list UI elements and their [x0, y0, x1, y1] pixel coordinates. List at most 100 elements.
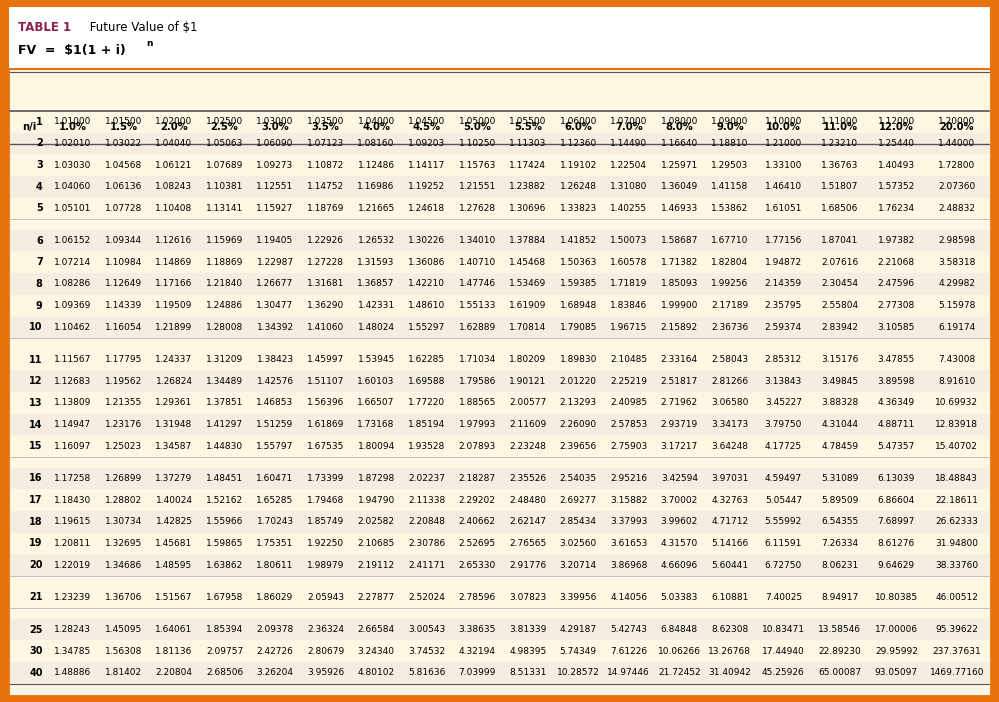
Text: 1.46853: 1.46853 [257, 399, 294, 407]
Text: 3.70002: 3.70002 [660, 496, 698, 505]
Text: 10.0%: 10.0% [766, 122, 801, 133]
Text: 1.53945: 1.53945 [358, 355, 395, 364]
Text: 7.0%: 7.0% [615, 122, 642, 133]
Text: 1.09344: 1.09344 [105, 236, 142, 245]
Text: 1.45997: 1.45997 [307, 355, 345, 364]
Text: 1.60103: 1.60103 [358, 377, 395, 385]
Text: 1.18869: 1.18869 [206, 258, 243, 267]
Text: 2.20848: 2.20848 [409, 517, 446, 526]
Text: 1.48451: 1.48451 [206, 474, 243, 483]
Text: 2.41171: 2.41171 [409, 561, 446, 569]
Bar [10, 154, 989, 176]
Bar [10, 176, 989, 197]
Text: 1.48595: 1.48595 [156, 561, 193, 569]
Text: 2.23248: 2.23248 [509, 442, 546, 451]
Text: 2.47596: 2.47596 [878, 279, 915, 289]
Text: 1.28008: 1.28008 [206, 323, 243, 332]
Text: 1.37851: 1.37851 [206, 399, 243, 407]
Text: 7: 7 [36, 258, 43, 267]
Text: 1.59385: 1.59385 [559, 279, 597, 289]
Text: 1.36290: 1.36290 [307, 301, 345, 310]
Text: 5.74349: 5.74349 [559, 647, 596, 656]
Text: 1.37884: 1.37884 [509, 236, 546, 245]
Text: 1.04568: 1.04568 [105, 161, 142, 170]
Text: 2.48480: 2.48480 [509, 496, 546, 505]
Text: 3.47855: 3.47855 [878, 355, 915, 364]
Text: 1.40493: 1.40493 [878, 161, 915, 170]
Text: 1.31593: 1.31593 [358, 258, 395, 267]
Text: 1.66507: 1.66507 [358, 399, 395, 407]
Text: 6.54355: 6.54355 [821, 517, 858, 526]
Text: 1.50363: 1.50363 [559, 258, 597, 267]
Text: 1.23882: 1.23882 [509, 183, 546, 191]
Bar [10, 640, 989, 662]
Text: 5.60441: 5.60441 [711, 561, 748, 569]
Text: 1.25971: 1.25971 [660, 161, 698, 170]
Text: 1.50073: 1.50073 [610, 236, 647, 245]
Text: 1.80209: 1.80209 [509, 355, 546, 364]
Text: 4.29982: 4.29982 [938, 279, 975, 289]
Text: 1.15763: 1.15763 [459, 161, 496, 170]
Text: 5.89509: 5.89509 [821, 496, 858, 505]
Text: 2.02237: 2.02237 [409, 474, 446, 483]
Text: 8.61276: 8.61276 [878, 539, 915, 548]
Text: 1.36857: 1.36857 [358, 279, 395, 289]
Text: 1.17424: 1.17424 [509, 161, 546, 170]
Text: 6.11591: 6.11591 [764, 539, 802, 548]
Text: 1.81136: 1.81136 [155, 647, 193, 656]
Text: 1.23210: 1.23210 [821, 139, 858, 148]
Text: 1.75351: 1.75351 [257, 539, 294, 548]
Text: 1.34785: 1.34785 [54, 647, 92, 656]
Text: 7.40025: 7.40025 [765, 593, 802, 602]
Text: 1.30734: 1.30734 [105, 517, 142, 526]
Text: 1.79468: 1.79468 [307, 496, 345, 505]
Text: 12.83918: 12.83918 [935, 420, 978, 429]
Text: 1.46933: 1.46933 [660, 204, 698, 213]
Bar [10, 533, 989, 555]
Text: 11: 11 [29, 355, 43, 364]
Text: 12: 12 [29, 376, 43, 386]
Text: 2.15892: 2.15892 [660, 323, 698, 332]
Text: 1.01500: 1.01500 [105, 117, 142, 126]
Text: 3.49845: 3.49845 [821, 377, 858, 385]
Text: 1.14117: 1.14117 [408, 161, 446, 170]
Text: 1.73168: 1.73168 [358, 420, 395, 429]
Text: 4.5%: 4.5% [413, 122, 441, 133]
Text: 15.40702: 15.40702 [935, 442, 978, 451]
Text: 1.04060: 1.04060 [54, 183, 92, 191]
Text: 2.10685: 2.10685 [358, 539, 395, 548]
Text: 31.94800: 31.94800 [935, 539, 978, 548]
Text: 1.36763: 1.36763 [821, 161, 858, 170]
Text: 1.27228: 1.27228 [307, 258, 344, 267]
Text: 5: 5 [36, 204, 43, 213]
Text: 7.26334: 7.26334 [821, 539, 858, 548]
Text: FV  =  $1(1 + i): FV = $1(1 + i) [18, 44, 126, 58]
Text: 30: 30 [29, 647, 43, 656]
Text: 3.97031: 3.97031 [711, 474, 748, 483]
Bar [10, 295, 989, 317]
Text: 3.74532: 3.74532 [409, 647, 446, 656]
Bar [10, 468, 989, 489]
Bar [10, 251, 989, 273]
Text: 2.29202: 2.29202 [459, 496, 496, 505]
Text: 6.72750: 6.72750 [765, 561, 802, 569]
Text: n/i: n/i [22, 122, 36, 133]
Text: 1.26899: 1.26899 [105, 474, 142, 483]
Text: 2.65330: 2.65330 [459, 561, 496, 569]
Text: 3.61653: 3.61653 [610, 539, 647, 548]
Text: 14: 14 [29, 420, 43, 430]
Text: 1.16640: 1.16640 [660, 139, 698, 148]
Text: 2.5%: 2.5% [211, 122, 239, 133]
Text: 1.77156: 1.77156 [764, 236, 802, 245]
Text: 1.22504: 1.22504 [610, 161, 647, 170]
Text: 1.12551: 1.12551 [257, 183, 294, 191]
Text: 4.59497: 4.59497 [765, 474, 802, 483]
Text: 1.51567: 1.51567 [155, 593, 193, 602]
Text: 1.55797: 1.55797 [257, 442, 294, 451]
Text: 1.61869: 1.61869 [307, 420, 345, 429]
Text: 1.68506: 1.68506 [821, 204, 858, 213]
Text: 2.91776: 2.91776 [509, 561, 546, 569]
Text: 1.81402: 1.81402 [105, 668, 142, 677]
Text: 1.71819: 1.71819 [610, 279, 647, 289]
Text: 1.10872: 1.10872 [307, 161, 345, 170]
